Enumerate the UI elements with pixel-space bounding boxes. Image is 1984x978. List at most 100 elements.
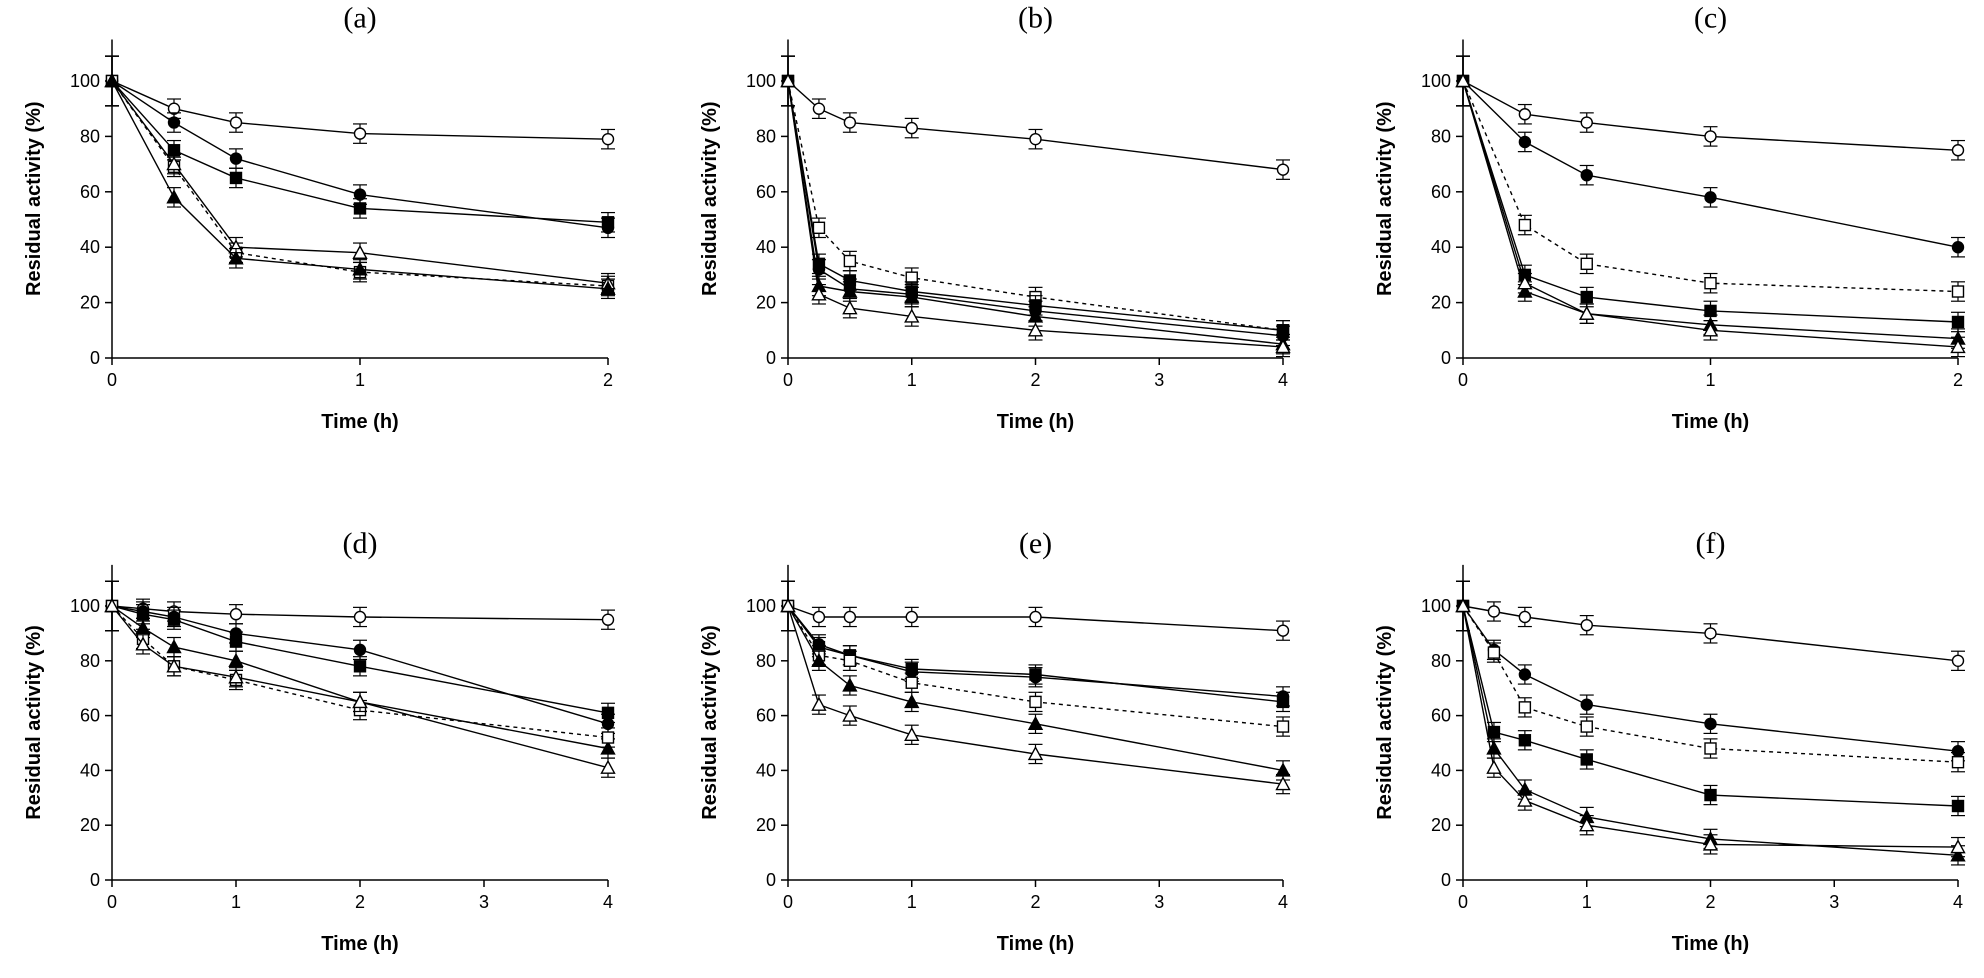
data-point <box>1580 720 1593 733</box>
data-point <box>843 254 857 268</box>
data-point <box>353 127 367 140</box>
x-tick-label: 0 <box>783 370 793 390</box>
data-point <box>843 116 857 129</box>
x-tick-label: 0 <box>1458 892 1468 912</box>
x-tick-label: 2 <box>1705 892 1715 912</box>
data-point <box>842 300 858 315</box>
x-tick-label: 1 <box>907 370 917 390</box>
data-point <box>1950 338 1966 354</box>
y-tick-label: 60 <box>756 182 776 202</box>
series-line <box>111 605 609 769</box>
x-tick-label: 3 <box>479 892 489 912</box>
y-tick-label: 20 <box>756 293 776 313</box>
y-tick-label: 60 <box>756 706 776 726</box>
y-tick-label: 0 <box>90 348 100 368</box>
data-point <box>1518 668 1532 681</box>
x-tick-label: 3 <box>1154 370 1164 390</box>
panel-label: (a) <box>343 1 376 34</box>
panel-label: (f) <box>1696 527 1726 560</box>
y-tick-label: 0 <box>1441 870 1451 890</box>
panel-d: (d) 0 20 40 60 80 100 0 1 2 3 4 Time (h) Residual act… <box>23 527 616 955</box>
series-open-triangle <box>780 580 1291 795</box>
data-point <box>1704 742 1717 755</box>
panel-f: (f) 0 20 40 60 80 100 0 1 2 3 4 Time (h) Residual act… <box>1374 527 1966 955</box>
data-point <box>1951 240 1965 254</box>
x-tick-label: 3 <box>1829 892 1839 912</box>
data-point <box>601 706 615 720</box>
x-tick-label: 4 <box>1278 370 1288 390</box>
series-open-triangle <box>104 580 616 778</box>
panel-c: (c) 0 20 40 60 80 100 0 1 2 Time (h) Residual activ… <box>1374 1 1966 433</box>
series-filled-circle <box>1456 580 1965 762</box>
data-point <box>229 171 243 185</box>
series-line <box>787 80 1284 348</box>
data-point <box>104 73 120 88</box>
y-axis-title: Residual activity (%) <box>23 625 45 820</box>
y-tick-label: 100 <box>1421 71 1451 91</box>
y-axis-title: Residual activity (%) <box>699 625 721 820</box>
series-filled-triangle <box>104 55 616 300</box>
data-point <box>1951 285 1965 298</box>
data-point <box>352 693 368 709</box>
y-tick-label: 0 <box>1441 348 1451 368</box>
y-tick-label: 40 <box>756 237 776 257</box>
y-tick-label: 20 <box>1431 293 1451 313</box>
panel-label: (e) <box>1019 527 1052 560</box>
y-tick-label: 80 <box>1431 126 1451 146</box>
data-point <box>1951 755 1965 769</box>
x-axis-title: Time (h) <box>321 411 398 433</box>
data-point <box>1275 776 1291 791</box>
y-tick-label: 40 <box>80 237 100 257</box>
y-tick-label: 100 <box>746 71 776 91</box>
y-tick-label: 80 <box>1431 651 1451 671</box>
series-open-triangle <box>1455 55 1966 358</box>
x-tick-label: 0 <box>1458 370 1468 390</box>
data-point <box>1580 168 1593 182</box>
data-point <box>353 202 367 215</box>
x-tick-label: 2 <box>355 892 365 912</box>
y-tick-label: 100 <box>1421 596 1451 616</box>
y-tick-label: 60 <box>80 182 100 202</box>
data-point <box>601 132 615 146</box>
y-tick-label: 40 <box>756 760 776 780</box>
data-point <box>1517 275 1533 290</box>
data-point <box>1027 715 1044 731</box>
data-point <box>166 189 182 204</box>
series-line <box>1462 605 1959 856</box>
data-point <box>1276 695 1290 709</box>
y-tick-label: 60 <box>1431 706 1451 726</box>
x-tick-label: 0 <box>783 892 793 912</box>
series-open-circle <box>1456 580 1965 671</box>
x-axis-title: Time (h) <box>997 933 1074 955</box>
data-point <box>905 121 918 135</box>
data-point <box>905 676 918 689</box>
data-point <box>1518 701 1532 714</box>
x-axis-title: Time (h) <box>1672 933 1749 955</box>
data-point <box>1276 720 1290 733</box>
x-tick-label: 1 <box>907 892 917 912</box>
y-tick-label: 100 <box>70 71 100 91</box>
panel-e: (e) 0 20 40 60 80 100 0 1 2 3 4 Time (h) Residual act… <box>699 527 1291 955</box>
y-tick-label: 40 <box>1431 760 1451 780</box>
series-open-triangle <box>104 55 616 294</box>
data-point <box>600 740 616 755</box>
data-point <box>1704 277 1717 290</box>
x-tick-label: 0 <box>107 370 117 390</box>
data-point <box>1518 610 1532 624</box>
x-axis-title: Time (h) <box>997 411 1074 433</box>
series-line <box>787 605 1284 785</box>
data-point <box>904 726 920 741</box>
y-tick-label: 0 <box>766 348 776 368</box>
series-open-square <box>781 580 1290 737</box>
data-point <box>1702 322 1719 337</box>
data-point <box>842 707 858 722</box>
series-open-circle <box>1456 55 1965 161</box>
data-point <box>229 116 243 129</box>
data-point <box>1704 130 1717 143</box>
data-point <box>166 658 182 673</box>
data-point <box>1487 725 1501 739</box>
data-point <box>1580 698 1593 711</box>
series-open-circle <box>105 580 615 632</box>
data-point <box>1029 668 1042 681</box>
data-point <box>1580 618 1593 632</box>
